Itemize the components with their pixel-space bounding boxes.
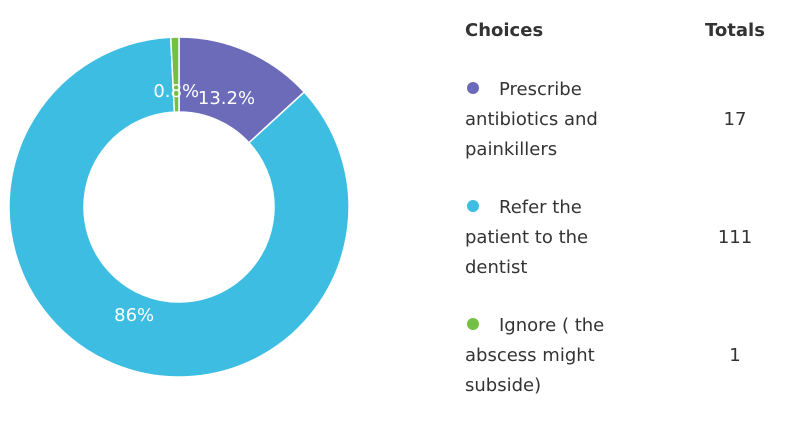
totals-column-header: Totals [705,20,765,41]
percent-label-refer: 86% [114,305,154,326]
donut-slice-ignore [169,36,180,113]
legend-swatch [467,82,479,94]
table-row: Refer the patient to the dentist 111 [465,193,785,293]
legend-swatch [467,200,479,212]
table-row: Prescribe antibiotics and painkillers 17 [465,75,785,175]
percent-label-prescribe: 13.2% [198,88,255,109]
percent-label-ignore: 0.8% [153,81,199,102]
choice-total: 17 [723,109,747,130]
choice-total: 1 [729,345,741,366]
choice-label: Ignore ( the abscess might subside) [465,315,605,396]
donut-chart: 13.2% 86% 0.8% [8,36,350,378]
legend-swatch [467,318,479,330]
choice-label: Refer the patient to the dentist [465,197,589,278]
choice-label: Prescribe antibiotics and painkillers [465,79,598,160]
table-row: Ignore ( the abscess might subside) 1 [465,311,785,411]
choice-total: 111 [717,227,753,248]
donut-slice-refer [8,36,350,378]
choices-column-header: Choices [465,20,544,41]
